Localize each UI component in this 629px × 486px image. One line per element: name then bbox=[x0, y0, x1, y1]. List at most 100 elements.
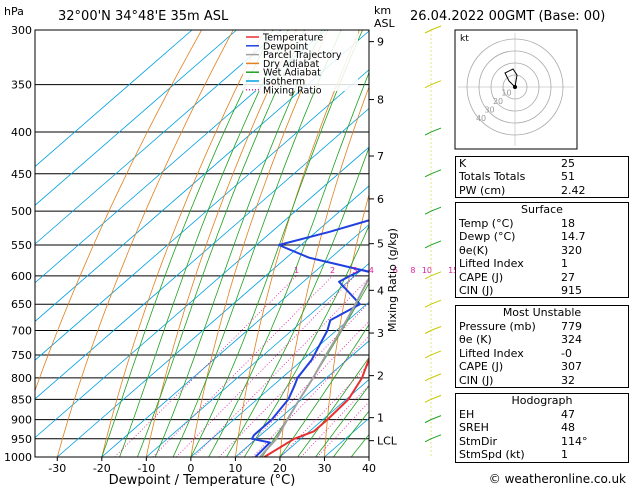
most-unstable-label: Lifted Index bbox=[459, 346, 524, 360]
wind-barb bbox=[424, 271, 442, 280]
surface-value: 320 bbox=[561, 243, 582, 257]
wind-barb bbox=[424, 373, 442, 382]
pressure-tick-label: 350 bbox=[11, 79, 32, 92]
wind-barb bbox=[424, 127, 442, 136]
wind-barb bbox=[424, 206, 442, 215]
wind-barb bbox=[424, 240, 442, 249]
surface-value: 18 bbox=[561, 217, 575, 230]
surface-label: CAPE (J) bbox=[459, 270, 504, 284]
km-tick-label: 5 bbox=[377, 238, 384, 251]
most-unstable-row: CIN (J) 32 bbox=[456, 374, 628, 387]
isotherm-line bbox=[35, 30, 326, 284]
parcel-profile bbox=[259, 276, 369, 457]
index-row: Totals Totals 51 bbox=[456, 170, 628, 183]
km-unit-label: km bbox=[374, 4, 391, 17]
most-unstable-label: CAPE (J) bbox=[459, 360, 504, 374]
surface-row: Lifted Index 1 bbox=[456, 257, 628, 270]
wet-adiabat-line bbox=[315, 385, 369, 457]
pressure-tick-label: 500 bbox=[11, 205, 32, 218]
surface-row: CIN (J) 915 bbox=[456, 284, 628, 297]
legend-label: Parcel Trajectory bbox=[263, 50, 342, 61]
wet-adiabat-line bbox=[297, 356, 369, 457]
most-unstable-value: 779 bbox=[561, 320, 582, 333]
index-row: PW (cm) 2.42 bbox=[456, 184, 628, 197]
wet-adiabat-line bbox=[190, 30, 363, 457]
most-unstable-value: 307 bbox=[561, 360, 582, 374]
hodograph-box bbox=[454, 29, 578, 150]
most-unstable-value: -0 bbox=[561, 346, 572, 360]
wind-barb bbox=[424, 326, 442, 334]
dry-adiabat-line bbox=[190, 30, 329, 457]
isotherm-line bbox=[35, 30, 237, 206]
hodograph-label: StmSpd (kt) bbox=[459, 448, 525, 462]
km-tick-label: 4 bbox=[377, 284, 384, 297]
mixing-ratio-line bbox=[152, 275, 333, 457]
mixing-ratio-label: 15 bbox=[448, 266, 458, 275]
hodograph-ring-label: 20 bbox=[493, 97, 503, 106]
km-tick-label: 6 bbox=[377, 193, 384, 206]
hpa-label: hPa bbox=[4, 5, 24, 18]
datetime-title: 26.04.2022 00GMT (Base: 00) bbox=[410, 9, 605, 24]
hodograph-value: 47 bbox=[561, 408, 575, 421]
legend-box bbox=[243, 31, 358, 91]
most-unstable-label: CIN (J) bbox=[459, 373, 494, 387]
isotherm-line bbox=[146, 262, 369, 457]
isotherm-line bbox=[35, 30, 193, 168]
wet-adiabat-line bbox=[172, 30, 342, 457]
x-axis-title: Dewpoint / Temperature (°C) bbox=[109, 473, 296, 486]
wind-barb bbox=[424, 80, 442, 89]
pressure-tick-label: 850 bbox=[11, 393, 32, 406]
index-label: PW (cm) bbox=[459, 183, 506, 197]
hodograph-row: StmSpd (kt) 1 bbox=[456, 448, 628, 461]
dewpoint-profile bbox=[250, 219, 369, 457]
hodograph-label: StmDir bbox=[459, 434, 498, 448]
mixing-ratio-line bbox=[193, 277, 369, 457]
wet-adiabat-line bbox=[226, 146, 369, 457]
legend-label: Mixing Ratio bbox=[263, 85, 322, 96]
surface-label: θe(K) bbox=[459, 243, 489, 257]
surface-title: Surface bbox=[521, 203, 563, 216]
pressure-tick-label: 600 bbox=[11, 270, 32, 283]
wet-adiabat-line bbox=[101, 30, 274, 457]
hodograph-label: SREH bbox=[459, 421, 489, 435]
surface-row: Dewp (°C) 14.7 bbox=[456, 230, 628, 243]
isotherm-line bbox=[35, 107, 369, 400]
wind-barb bbox=[424, 415, 442, 424]
isotherm-line bbox=[57, 185, 369, 457]
index-value: 2.42 bbox=[561, 183, 586, 197]
hodograph-ring-label: 10 bbox=[501, 88, 511, 97]
isotherm-line bbox=[35, 30, 282, 245]
most-unstable-row: Pressure (mb) 779 bbox=[456, 320, 628, 333]
dry-adiabat-line bbox=[101, 30, 266, 457]
surface-value: 27 bbox=[561, 270, 575, 284]
temp-tick-label: 40 bbox=[362, 462, 376, 475]
temp-tick-label: 30 bbox=[317, 462, 331, 475]
most-unstable-value: 32 bbox=[561, 373, 575, 387]
dry-adiabat-line bbox=[324, 193, 369, 457]
most-unstable-row: Lifted Index -0 bbox=[456, 347, 628, 360]
dry-adiabat-line bbox=[35, 30, 202, 392]
wet-adiabat-line bbox=[333, 410, 369, 457]
wet-adiabat-line bbox=[154, 30, 323, 457]
legend-label: Isotherm bbox=[263, 77, 305, 88]
temp-tick-label: 0 bbox=[187, 462, 194, 475]
isotherm-line bbox=[35, 146, 369, 439]
index-row: K 25 bbox=[456, 157, 628, 170]
surface-row: Temp (°C) 18 bbox=[456, 217, 628, 230]
dry-adiabat-line bbox=[235, 30, 360, 457]
mixing-ratio-label: 10 bbox=[422, 266, 432, 275]
surface-value: 1 bbox=[561, 257, 568, 271]
location-title: 32°00'N 34°48'E 35m ASL bbox=[58, 9, 229, 24]
temp-tick-label: -20 bbox=[93, 462, 111, 475]
isotherm-line bbox=[279, 379, 369, 457]
hodograph-value: 114° bbox=[561, 434, 588, 448]
surface-table: Surface Temp (°C) 18 Dewp (°C) 14.7 θe(K) 320… bbox=[455, 202, 629, 299]
most-unstable-label: θe (K) bbox=[459, 333, 492, 347]
dry-adiabat-line bbox=[279, 85, 369, 457]
copyright: © weatheronline.co.uk bbox=[489, 472, 626, 486]
index-value: 51 bbox=[561, 170, 575, 184]
dry-adiabat-line bbox=[145, 30, 297, 457]
y-axis-title: Mixing Ratio (g/kg) bbox=[386, 228, 399, 332]
most-unstable-row: CAPE (J) 307 bbox=[456, 360, 628, 373]
legend-label: Temperature bbox=[262, 33, 323, 44]
